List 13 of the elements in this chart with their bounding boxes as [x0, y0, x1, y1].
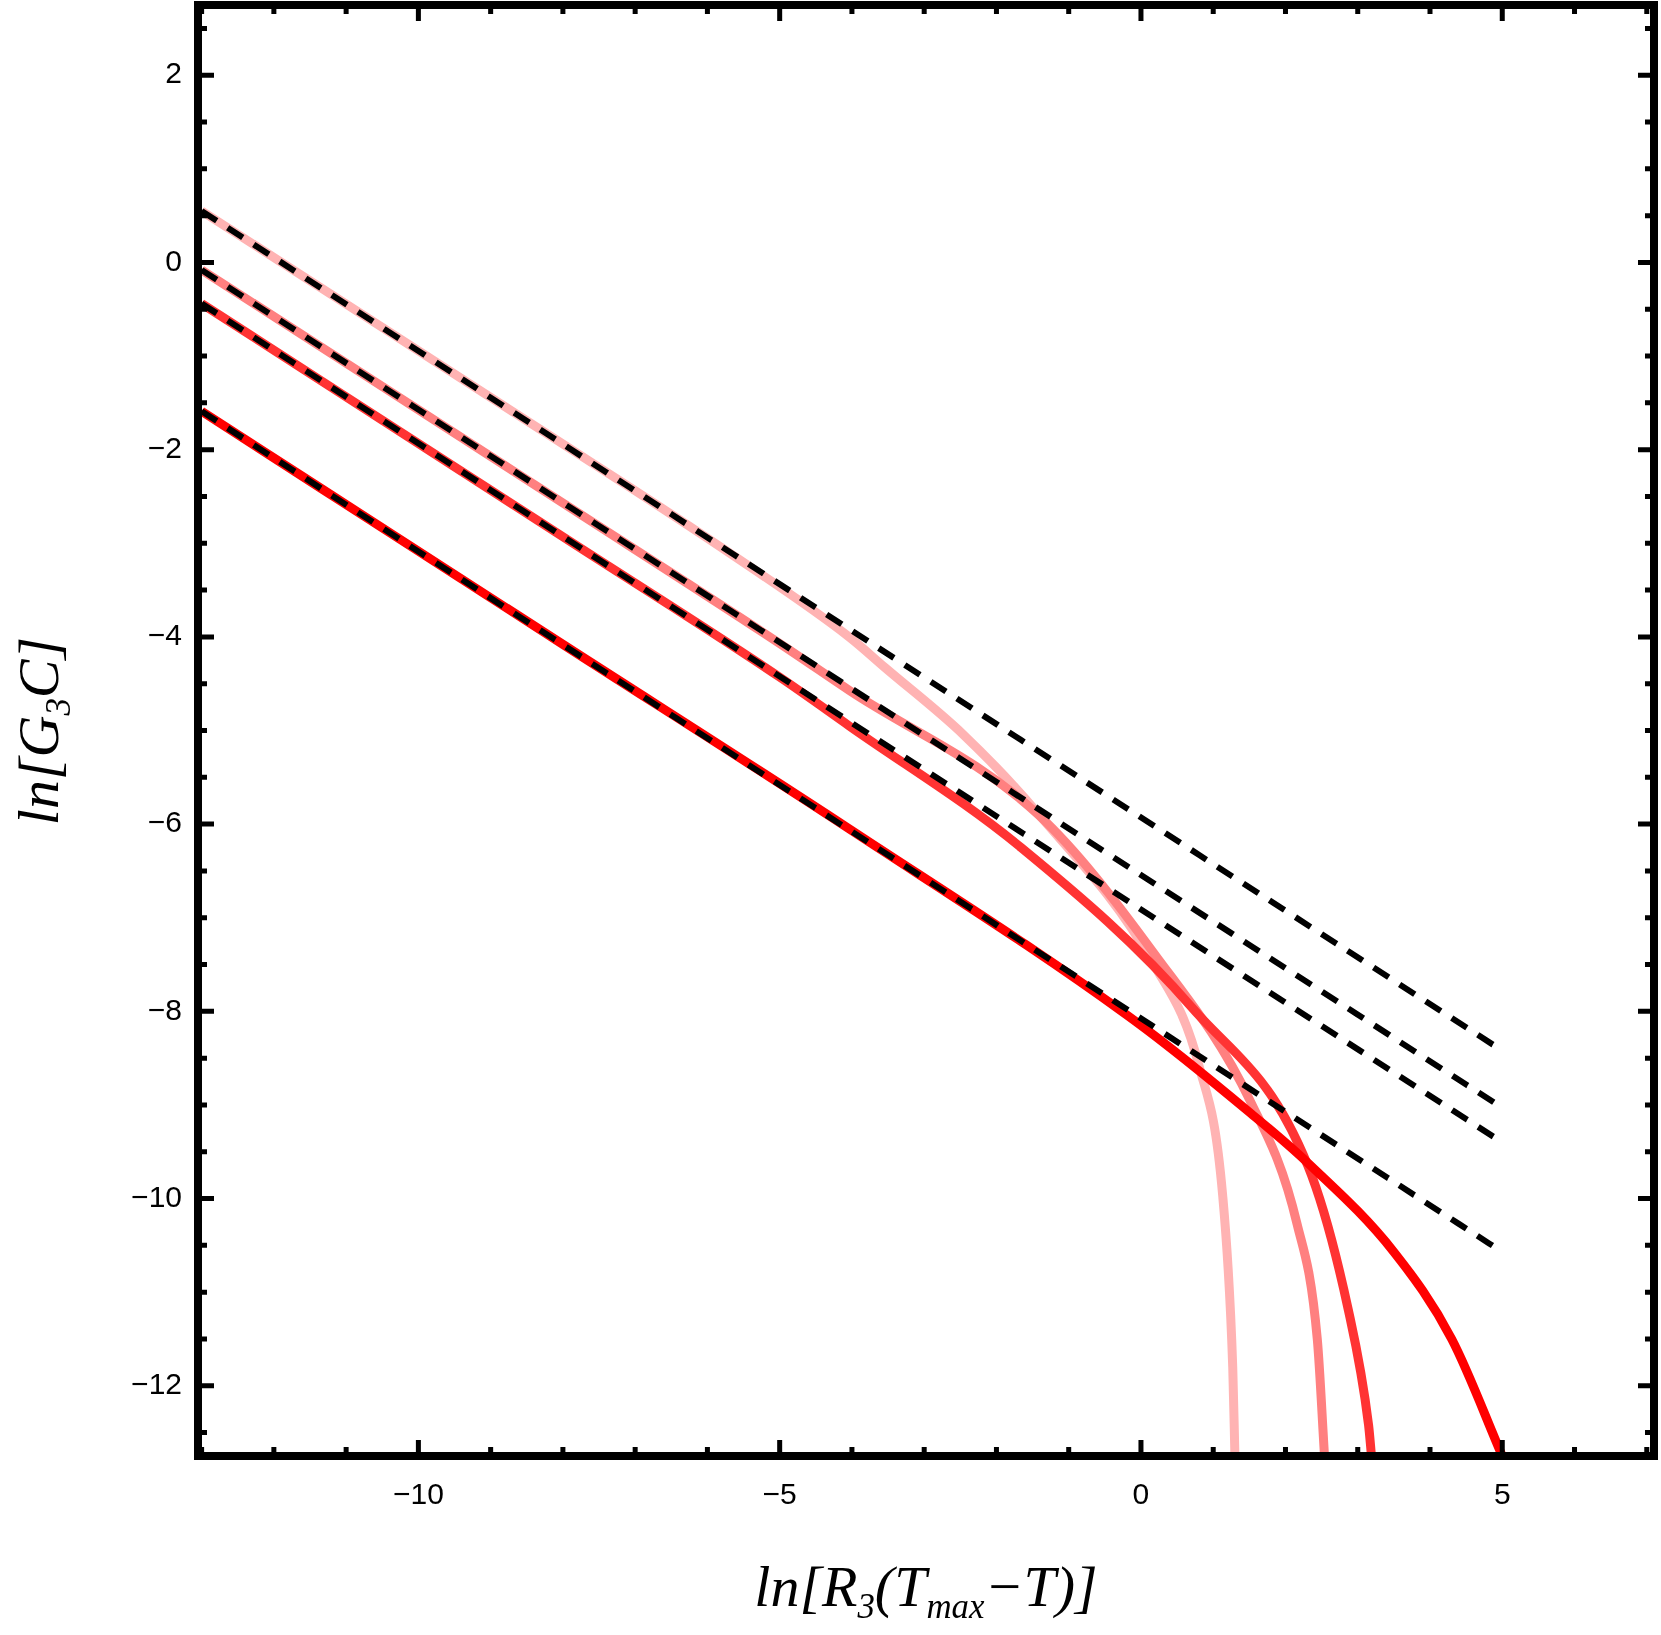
y-tick-label: −6: [147, 805, 182, 839]
y-tick-label: 2: [165, 56, 182, 90]
y-tick-label: 0: [165, 243, 182, 277]
x-tick-label: 0: [1132, 1477, 1150, 1511]
x-tick-label: −5: [762, 1477, 797, 1511]
x-tick-label: −10: [392, 1477, 444, 1511]
y-tick-label: −8: [147, 992, 182, 1026]
x-tick-label: 5: [1493, 1477, 1511, 1511]
y-tick-label: −4: [147, 618, 182, 652]
y-tick-label: −10: [131, 1179, 182, 1213]
x-axis-title: ln[R$_{3}$(T$_{max}$−T)]: [754, 1552, 1098, 1628]
y-tick-label: −2: [147, 430, 182, 464]
y-tick-label: −12: [131, 1367, 182, 1401]
